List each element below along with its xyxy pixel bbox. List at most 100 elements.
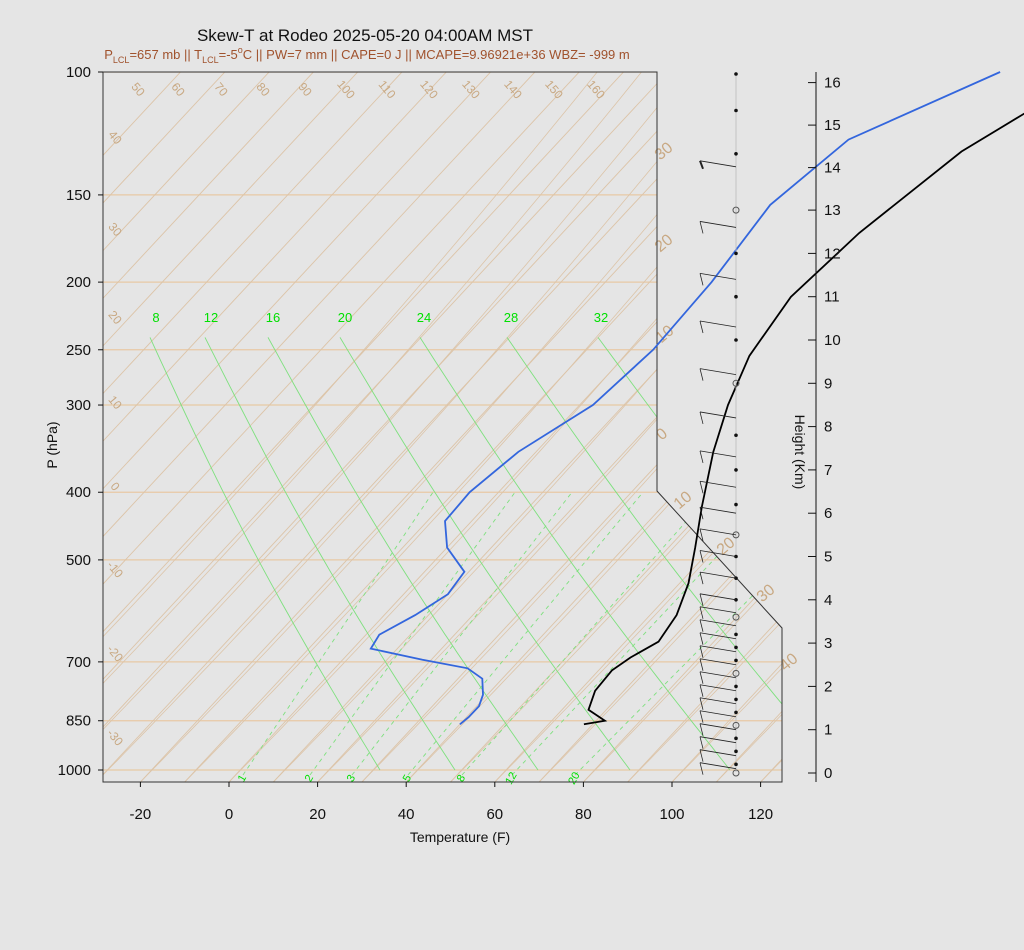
height-dot <box>734 294 738 299</box>
height-dot <box>734 72 738 76</box>
y-axis-label: P (hPa) <box>44 421 60 468</box>
p-lcl-value: =657 mb || <box>129 47 194 62</box>
height-tick-label: 9 <box>824 375 832 392</box>
wind-barb-flag <box>699 632 704 645</box>
dry-adiabat-line <box>891 40 1024 785</box>
t-lcl-symbol: T <box>194 47 202 62</box>
wind-barb <box>699 632 737 640</box>
p-lcl-subscript: LCL <box>113 55 130 65</box>
height-tick-label: 0 <box>824 765 832 782</box>
height-circle <box>732 669 740 677</box>
subtitle-rest: C || PW=7 mm || CAPE=0 J || MCAPE=9.9692… <box>243 47 630 62</box>
dry-adiabat-line <box>536 72 782 782</box>
dry-adiabat-line <box>226 72 782 782</box>
dry-adiabat-line <box>103 72 668 782</box>
p-tick-label: 1000 <box>58 762 91 779</box>
p-tick-label: 200 <box>66 274 91 291</box>
wind-barb <box>699 320 737 328</box>
wind-barb-flag <box>699 619 704 632</box>
wind-barb-flag <box>699 697 704 710</box>
height-tick-label: 2 <box>824 678 832 695</box>
height-axis-label: Height (Km) <box>792 415 808 490</box>
mixing-ratio-line <box>574 491 782 776</box>
wind-barb-flag <box>699 160 704 170</box>
height-dot <box>734 108 738 113</box>
height-circle <box>732 769 740 777</box>
bottom-mixing-label: 5 <box>401 773 414 784</box>
height-dot <box>734 502 738 507</box>
isotherm-line <box>491 72 782 782</box>
x-tick-label: 100 <box>659 806 684 823</box>
isotherm-line <box>891 40 1024 785</box>
height-tick-label: 4 <box>824 592 832 609</box>
isotherm-line <box>103 72 255 782</box>
dry-adiabat-line <box>447 72 782 782</box>
height-dot <box>734 710 738 715</box>
wind-barb <box>699 368 737 376</box>
mixing-ratio-label: 24 <box>417 310 431 325</box>
bottom-mixing-label: 20 <box>566 770 583 787</box>
degree-symbol: o <box>238 45 243 55</box>
wind-barb-flag <box>699 723 704 736</box>
temperature-line <box>583 112 1024 726</box>
height-dot <box>734 645 738 650</box>
isotherm-line <box>757 72 782 782</box>
dry-adiabat-line <box>624 72 782 782</box>
height-dot <box>734 433 738 438</box>
x-tick-label: 60 <box>486 806 503 823</box>
height-dot <box>734 762 738 767</box>
moist-adiabat-line <box>339 337 631 771</box>
wind-barb-flag <box>699 450 704 464</box>
height-circle <box>732 531 740 539</box>
height-tick-label: 13 <box>824 202 841 219</box>
height-tick-label: 5 <box>824 549 832 566</box>
dry-adiabat-line <box>103 72 624 782</box>
height-tick-label: 15 <box>824 117 841 134</box>
height-tick-label: 16 <box>824 75 841 92</box>
wind-barb <box>699 645 737 653</box>
height-tick-label: 11 <box>824 289 840 306</box>
isotherm-line <box>536 72 782 782</box>
isotherm-line <box>103 72 610 782</box>
moist-adiabat-line <box>204 337 456 771</box>
dry-adiabat-line <box>137 72 782 782</box>
wind-barb-flag <box>699 762 704 775</box>
isotherm-line <box>802 40 1024 785</box>
height-dot <box>734 338 738 342</box>
wind-barb-flag <box>699 710 704 723</box>
wind-barb-flag <box>699 550 704 563</box>
chart-subtitle: PLCL=657 mb || TLCL=-5oC || PW=7 mm || C… <box>104 45 629 65</box>
wind-barb-flag <box>699 221 704 234</box>
mixing-ratio-label: 12 <box>204 310 218 325</box>
bottom-mixing-label: 1 <box>236 773 249 784</box>
plot-frame <box>102 71 783 783</box>
height-dot <box>734 632 738 637</box>
wind-barb <box>699 506 737 514</box>
dry-adiabat-line <box>847 40 1024 785</box>
wind-barb-flag <box>699 528 704 541</box>
dry-adiabat-line <box>491 72 782 782</box>
dry-adiabat-line <box>757 72 782 782</box>
wind-barb <box>699 736 737 744</box>
wind-barb <box>699 160 737 168</box>
adiabat-label: 10 <box>671 488 696 513</box>
wind-barb <box>699 762 737 770</box>
moist-adiabat-line <box>267 337 539 771</box>
height-dot <box>734 697 738 702</box>
wind-barb <box>699 658 737 666</box>
mixing-ratio-line <box>407 491 644 776</box>
dry-adiabat-line <box>713 72 782 782</box>
wind-barb <box>699 684 737 692</box>
wind-barb-flag <box>699 273 704 286</box>
wind-barb <box>699 710 737 718</box>
p-tick-label: 150 <box>66 187 91 204</box>
height-circle <box>732 379 740 387</box>
mixing-ratio-label: 28 <box>504 310 518 325</box>
wind-barb <box>699 411 737 419</box>
bottom-mixing-label: 8 <box>455 773 468 784</box>
wind-barb-flag <box>699 368 704 381</box>
isotherm-line <box>103 72 477 782</box>
mixing-ratio-label: 20 <box>338 310 352 325</box>
wind-barb-flag <box>699 645 704 658</box>
